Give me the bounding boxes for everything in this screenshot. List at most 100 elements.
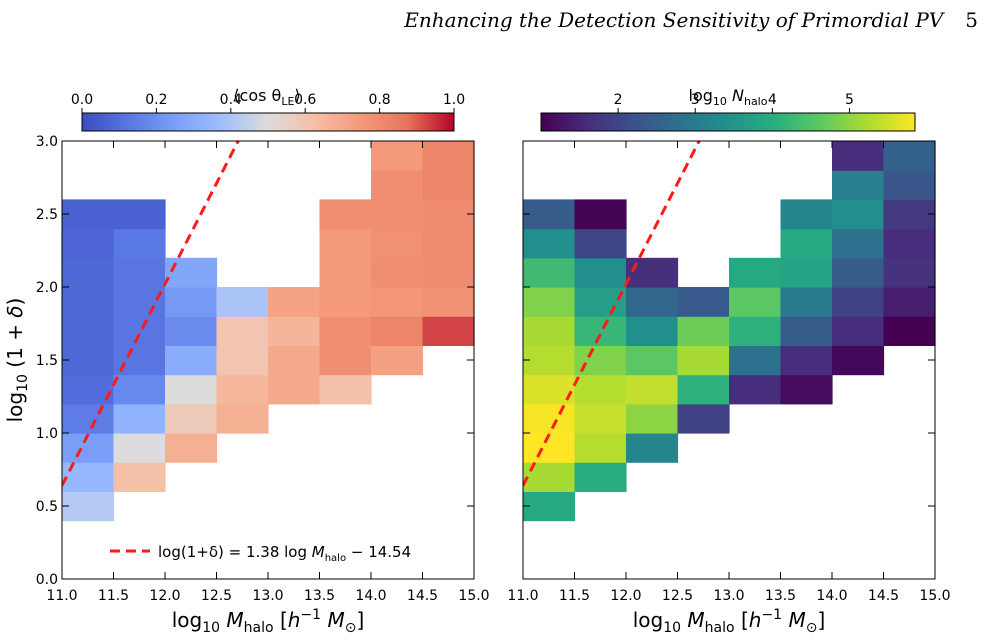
heatmap-cell [780, 287, 833, 317]
heatmap-cell [371, 170, 424, 200]
heatmap-cell [574, 433, 627, 463]
left-panel: ⟨cos θLE⟩ 0.0 0.2 0.4 0.6 0.8 1.0 11.0 11.5 12.… [3, 86, 490, 636]
heatmap-cell [729, 374, 782, 405]
heatmap-cell [523, 403, 576, 434]
heatmap-cell [113, 257, 166, 288]
heatmap-cell [371, 316, 424, 346]
heatmap-cell [62, 287, 115, 317]
x-tick-label: 12.5 [662, 588, 693, 604]
heatmap-cell [268, 345, 321, 376]
left-legend: log(1+δ) = 1.38 log Mhalo − 14.54 [110, 543, 411, 564]
heatmap-cell [319, 345, 372, 376]
y-axis-label: log10 (1 + δ) [3, 298, 31, 423]
heatmap-cell [523, 228, 576, 259]
heatmap-cell [422, 287, 475, 317]
left-x-axis-label: log10 Mhalo [h−1 M⊙] [172, 607, 365, 636]
heatmap-cell [165, 316, 218, 346]
heatmap-cell [371, 287, 424, 317]
colorbar-tick-label: 0.2 [145, 92, 167, 108]
heatmap-cell [319, 199, 372, 230]
running-header: Enhancing the Detection Sensitivity of P… [404, 8, 978, 32]
heatmap-cell [319, 316, 372, 346]
heatmap-cell [216, 316, 269, 346]
heatmap-cell [677, 374, 730, 405]
heatmap-cell [319, 374, 372, 405]
x-tick-label: 13.5 [304, 588, 335, 604]
heatmap-cell [883, 316, 936, 346]
heatmap-cell [62, 433, 115, 463]
heatmap-cell [677, 403, 730, 434]
right-panel: log10 Nhalo 2 3 4 5 11.0 11.5 12.0 12.5 13.0 13.… [507, 86, 951, 636]
heatmap-cell [780, 228, 833, 259]
x-tick-label: 14.0 [816, 588, 847, 604]
y-tick-label: 2.0 [36, 280, 58, 296]
right-axis-ticks: 11.0 11.5 12.0 12.5 13.0 13.5 14.0 14.5 15.0 [507, 140, 951, 604]
heatmap-cell [883, 287, 936, 317]
left-colorbar-ticks: 0.0 0.2 0.4 0.6 0.8 1.0 [71, 92, 465, 113]
heatmap-cell [626, 345, 679, 376]
legend-label: log(1+δ) = 1.38 log Mhalo − 14.54 [158, 543, 411, 564]
heatmap-cell [574, 374, 627, 405]
right-x-axis-label: log10 Mhalo [h−1 M⊙] [633, 607, 826, 636]
heatmap-cell [626, 316, 679, 346]
heatmap-cell [268, 287, 321, 317]
heatmap-cell [523, 433, 576, 463]
right-heatmap-cells [523, 141, 936, 522]
heatmap-cell [832, 287, 885, 317]
x-tick-label: 12.5 [201, 588, 232, 604]
heatmap-cell [780, 257, 833, 288]
heatmap-cell [216, 287, 269, 317]
heatmap-cell [422, 170, 475, 200]
heatmap-cell [113, 462, 166, 492]
heatmap-cell [165, 345, 218, 376]
heatmap-cell [371, 257, 424, 288]
heatmap-cell [574, 403, 627, 434]
heatmap-cell [62, 462, 115, 492]
heatmap-cell [677, 316, 730, 346]
heatmap-cell [626, 374, 679, 405]
heatmap-cell [729, 257, 782, 288]
heatmap-cell [883, 199, 936, 230]
heatmap-cell [523, 199, 576, 230]
heatmap-cell [883, 141, 936, 171]
heatmap-cell [574, 462, 627, 492]
x-tick-label: 11.5 [559, 588, 590, 604]
heatmap-cell [165, 257, 218, 288]
heatmap-cell [574, 316, 627, 346]
heatmap-cell [62, 491, 115, 522]
page-number: 5 [965, 8, 978, 32]
right-colorbar-label: log10 Nhalo [689, 86, 768, 108]
left-axis-ticks: 11.0 11.5 12.0 12.5 13.0 13.5 14.0 14.5 15.0 0.0 0… [36, 134, 490, 604]
x-tick-label: 11.0 [507, 588, 538, 604]
heatmap-cell [677, 287, 730, 317]
heatmap-cell [268, 316, 321, 346]
heatmap-cell [216, 403, 269, 434]
x-tick-label: 13.0 [252, 588, 283, 604]
y-tick-label: 2.5 [36, 207, 58, 223]
running-title: Enhancing the Detection Sensitivity of P… [404, 8, 944, 32]
heatmap-cell [523, 491, 576, 522]
x-tick-label: 15.0 [919, 588, 950, 604]
left-heatmap-cells [62, 141, 475, 522]
x-tick-label: 12.0 [610, 588, 641, 604]
heatmap-cell [422, 141, 475, 171]
heatmap-cell [62, 228, 115, 259]
colorbar-tick-label: 0.0 [71, 92, 93, 108]
heatmap-cell [113, 199, 166, 230]
x-tick-label: 15.0 [458, 588, 489, 604]
heatmap-cell [832, 345, 885, 376]
heatmap-cell [832, 316, 885, 346]
heatmap-cell [422, 228, 475, 259]
heatmap-cell [165, 287, 218, 317]
heatmap-cell [371, 141, 424, 171]
heatmap-cell [574, 199, 627, 230]
y-tick-label: 1.5 [36, 353, 58, 369]
heatmap-cell [319, 287, 372, 317]
heatmap-cell [422, 257, 475, 288]
heatmap-cell [780, 316, 833, 346]
heatmap-cell [626, 257, 679, 288]
heatmap-cell [832, 141, 885, 171]
colorbar-tick-label: 1.0 [443, 92, 465, 108]
heatmap-cell [832, 257, 885, 288]
